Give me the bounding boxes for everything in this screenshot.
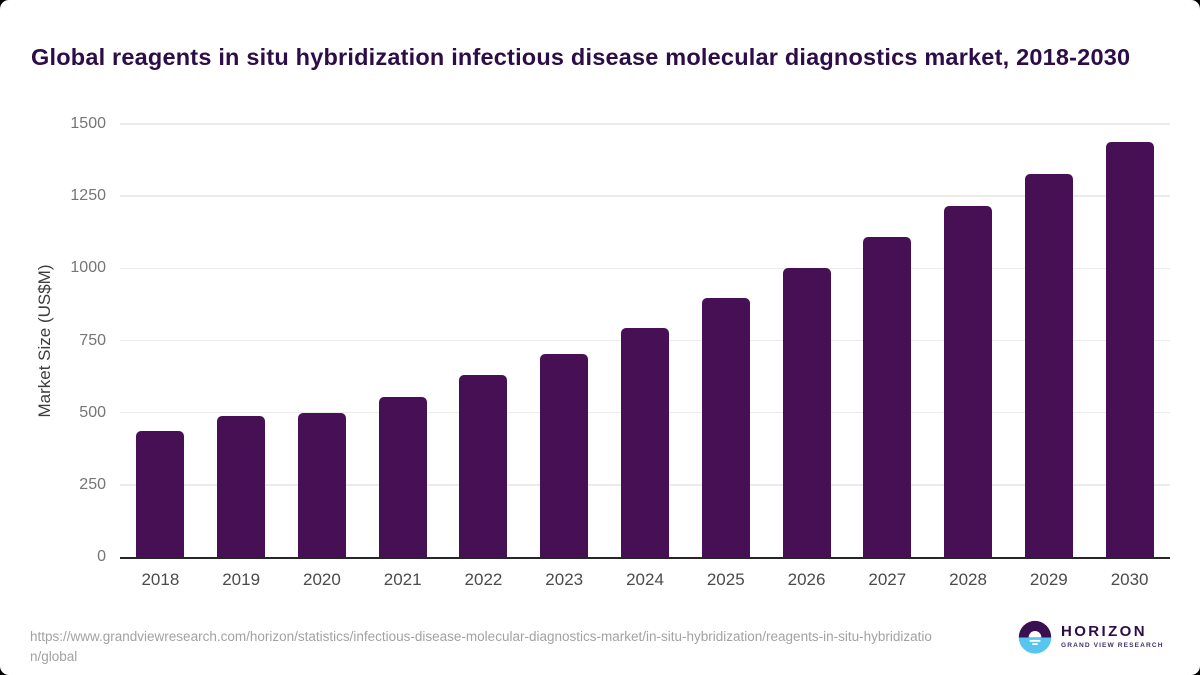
x-tick-label: 2018 (141, 570, 180, 589)
y-tick-label: 1500 (70, 115, 106, 132)
bar-2028 (944, 205, 993, 557)
bar-2025 (701, 298, 750, 557)
bar-2026 (782, 267, 831, 557)
y-tick-label: 1250 (70, 187, 106, 205)
bar-2027 (863, 237, 912, 557)
y-tick-label: 500 (79, 403, 106, 421)
y-tick-label: 1000 (70, 259, 106, 277)
gridline (120, 123, 1170, 125)
bar-2018 (136, 431, 185, 557)
x-tick-label: 2021 (383, 570, 422, 589)
horizon-logo-subbrand: GRAND VIEW RESEARCH (1061, 642, 1164, 649)
x-tick-label: 2022 (464, 570, 503, 589)
bar-2023 (540, 354, 589, 557)
y-tick-label: 750 (79, 331, 106, 349)
bar-2030 (1105, 142, 1154, 557)
horizon-sun-circle-icon (1018, 620, 1052, 654)
footer-source-url: https://www.grandviewresearch.com/horizo… (30, 629, 932, 664)
x-tick-label: 2023 (545, 570, 584, 589)
chart-title: Global reagents in situ hybridization in… (31, 43, 1131, 70)
x-tick-label: 2024 (626, 570, 664, 589)
bar-2024 (621, 328, 669, 557)
bar-2029 (1024, 174, 1073, 557)
x-tick-label: 2027 (868, 570, 907, 589)
y-tick-label: 0 (97, 548, 106, 565)
y-tick-label: 250 (79, 475, 106, 493)
x-tick-label: 2025 (706, 570, 745, 589)
gridline (120, 195, 1170, 197)
x-tick-label: 2028 (949, 570, 987, 589)
x-axis-line (120, 557, 1170, 559)
bar-2019 (217, 416, 266, 557)
gridline (120, 267, 1170, 270)
bar-2020 (297, 412, 346, 557)
x-tick-label: 2019 (222, 570, 261, 589)
horizon-logo-brand: HORIZON (1061, 623, 1147, 640)
bar-2021 (378, 397, 427, 557)
x-tick-label: 2026 (787, 570, 826, 589)
x-tick-label: 2030 (1110, 570, 1149, 589)
bar-2022 (459, 374, 508, 557)
horizon-logo: HORIZON GRAND VIEW RESEARCH (1018, 620, 1164, 654)
x-tick-label: 2020 (303, 570, 341, 589)
x-tick-label: 2029 (1029, 570, 1068, 589)
horizon-logo-text: HORIZON GRAND VIEW RESEARCH (1061, 624, 1164, 650)
